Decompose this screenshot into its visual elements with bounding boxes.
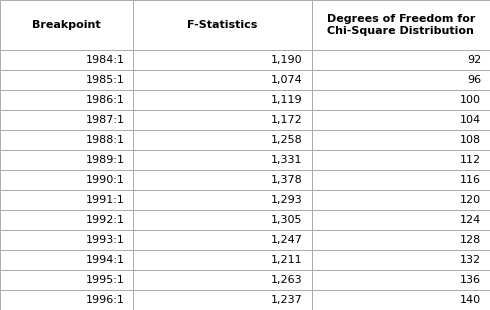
- Bar: [0, 250, 133, 270]
- Bar: [0, 270, 133, 290]
- Text: Breakpoint: Breakpoint: [32, 20, 101, 30]
- Text: 108: 108: [460, 135, 481, 145]
- Text: 1,378: 1,378: [271, 175, 303, 185]
- Bar: [133, 150, 312, 170]
- Bar: [133, 250, 312, 270]
- Bar: [312, 0, 490, 50]
- Bar: [133, 90, 312, 110]
- Bar: [133, 130, 312, 150]
- Text: 140: 140: [460, 295, 481, 305]
- Text: 1990:1: 1990:1: [86, 175, 124, 185]
- Bar: [312, 90, 490, 110]
- Text: 128: 128: [460, 235, 481, 245]
- Bar: [312, 170, 490, 190]
- Text: 1,331: 1,331: [271, 155, 303, 165]
- Bar: [312, 290, 490, 310]
- Bar: [133, 70, 312, 90]
- Bar: [312, 230, 490, 250]
- Text: 1,211: 1,211: [271, 255, 303, 265]
- Bar: [0, 90, 133, 110]
- Bar: [312, 70, 490, 90]
- Bar: [133, 170, 312, 190]
- Bar: [0, 190, 133, 210]
- Text: 1993:1: 1993:1: [86, 235, 124, 245]
- Bar: [0, 130, 133, 150]
- Text: 100: 100: [460, 95, 481, 105]
- Bar: [133, 290, 312, 310]
- Text: 112: 112: [460, 155, 481, 165]
- Text: 1996:1: 1996:1: [86, 295, 124, 305]
- Text: 124: 124: [460, 215, 481, 225]
- Bar: [133, 230, 312, 250]
- Bar: [133, 190, 312, 210]
- Text: 96: 96: [467, 75, 481, 85]
- Bar: [312, 150, 490, 170]
- Text: 116: 116: [460, 175, 481, 185]
- Text: 1,237: 1,237: [271, 295, 303, 305]
- Text: 120: 120: [460, 195, 481, 205]
- Text: 1,293: 1,293: [271, 195, 303, 205]
- Text: 1995:1: 1995:1: [86, 275, 124, 285]
- Text: 136: 136: [460, 275, 481, 285]
- Bar: [0, 290, 133, 310]
- Text: 104: 104: [460, 115, 481, 125]
- Bar: [0, 110, 133, 130]
- Bar: [0, 50, 133, 70]
- Text: 1,258: 1,258: [271, 135, 303, 145]
- Text: 1988:1: 1988:1: [85, 135, 124, 145]
- Bar: [0, 170, 133, 190]
- Bar: [133, 50, 312, 70]
- Bar: [312, 270, 490, 290]
- Text: 1,263: 1,263: [271, 275, 303, 285]
- Bar: [0, 70, 133, 90]
- Bar: [312, 210, 490, 230]
- Bar: [133, 210, 312, 230]
- Bar: [312, 190, 490, 210]
- Text: 1984:1: 1984:1: [85, 55, 124, 65]
- Text: 1986:1: 1986:1: [86, 95, 124, 105]
- Text: 1,305: 1,305: [271, 215, 303, 225]
- Text: Degrees of Freedom for
Chi-Square Distribution: Degrees of Freedom for Chi-Square Distri…: [327, 14, 475, 36]
- Text: 132: 132: [460, 255, 481, 265]
- Bar: [312, 130, 490, 150]
- Bar: [312, 50, 490, 70]
- Bar: [133, 110, 312, 130]
- Bar: [0, 150, 133, 170]
- Text: 1987:1: 1987:1: [85, 115, 124, 125]
- Text: 1985:1: 1985:1: [86, 75, 124, 85]
- Text: 1,190: 1,190: [271, 55, 303, 65]
- Bar: [312, 250, 490, 270]
- Bar: [0, 0, 133, 50]
- Text: 92: 92: [467, 55, 481, 65]
- Text: 1991:1: 1991:1: [86, 195, 124, 205]
- Bar: [0, 230, 133, 250]
- Bar: [0, 210, 133, 230]
- Text: 1,172: 1,172: [271, 115, 303, 125]
- Text: 1,119: 1,119: [271, 95, 303, 105]
- Text: 1992:1: 1992:1: [85, 215, 124, 225]
- Bar: [133, 0, 312, 50]
- Text: 1989:1: 1989:1: [85, 155, 124, 165]
- Text: 1,074: 1,074: [271, 75, 303, 85]
- Text: F-Statistics: F-Statistics: [187, 20, 258, 30]
- Text: 1,247: 1,247: [271, 235, 303, 245]
- Bar: [133, 270, 312, 290]
- Bar: [312, 110, 490, 130]
- Text: 1994:1: 1994:1: [85, 255, 124, 265]
